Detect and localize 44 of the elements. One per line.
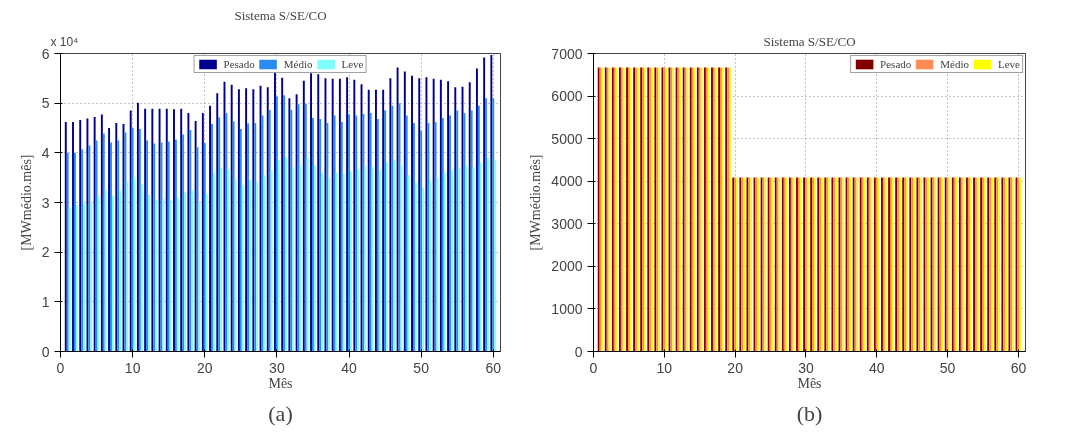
- legend-label: Médio: [283, 58, 313, 70]
- x-tick-label: 50: [939, 359, 956, 376]
- x-tick-label: 30: [269, 359, 285, 376]
- y-tick-label: 0: [41, 343, 50, 360]
- x-tick-label: 40: [868, 359, 885, 376]
- text: (b): [796, 400, 823, 426]
- y-tick-label: 0: [574, 343, 583, 360]
- chart-title: Sistema S/SE/CO: [763, 33, 856, 49]
- y-tick-label: 1000: [551, 300, 583, 317]
- y-tick-label: 7000: [551, 45, 583, 62]
- y-tick-label: 5: [41, 95, 50, 112]
- y-tick-label: 1: [41, 293, 50, 310]
- x-tick-label: 40: [341, 359, 358, 376]
- legend-label: Pesado: [880, 58, 912, 70]
- text: x 10⁴: [50, 34, 79, 49]
- y-axis-title: [MWmédio.mês]: [528, 154, 544, 251]
- x-tick-label: 10: [124, 359, 141, 376]
- legend-label: Leve: [341, 58, 364, 70]
- x-tick-label: 50: [413, 359, 430, 376]
- chart-title: Sistema S/SE/CO: [234, 7, 327, 23]
- y-tick-label: 2000: [551, 258, 583, 275]
- x-tick-label: 60: [485, 359, 502, 376]
- legend-label: Leve: [998, 58, 1020, 70]
- y-tick-label: 6000: [551, 88, 583, 105]
- y-tick-label: 2: [41, 244, 50, 261]
- y-tick-label: 6: [41, 45, 50, 62]
- x-tick-label: 0: [56, 359, 65, 376]
- y-tick-label: 5000: [551, 130, 583, 147]
- x-tick-label: 10: [656, 359, 673, 376]
- x-tick-label: 0: [589, 359, 598, 376]
- legend-label: Pesado: [223, 58, 255, 70]
- x-tick-label: 20: [196, 359, 213, 376]
- y-tick-label: 3000: [551, 215, 583, 232]
- y-axis-title: [MWmédio.mês]: [18, 154, 34, 251]
- x-axis-title: Mês: [268, 375, 293, 391]
- y-tick-label: 4: [41, 144, 50, 161]
- y-tick-label: 4000: [551, 173, 583, 190]
- x-axis-title: Mês: [797, 375, 822, 391]
- x-tick-label: 20: [727, 359, 744, 376]
- y-tick-label: 3: [41, 194, 50, 211]
- text: (a): [268, 400, 293, 426]
- legend-label: Médio: [940, 58, 970, 70]
- x-tick-label: 60: [1010, 359, 1027, 376]
- x-tick-label: 30: [798, 359, 814, 376]
